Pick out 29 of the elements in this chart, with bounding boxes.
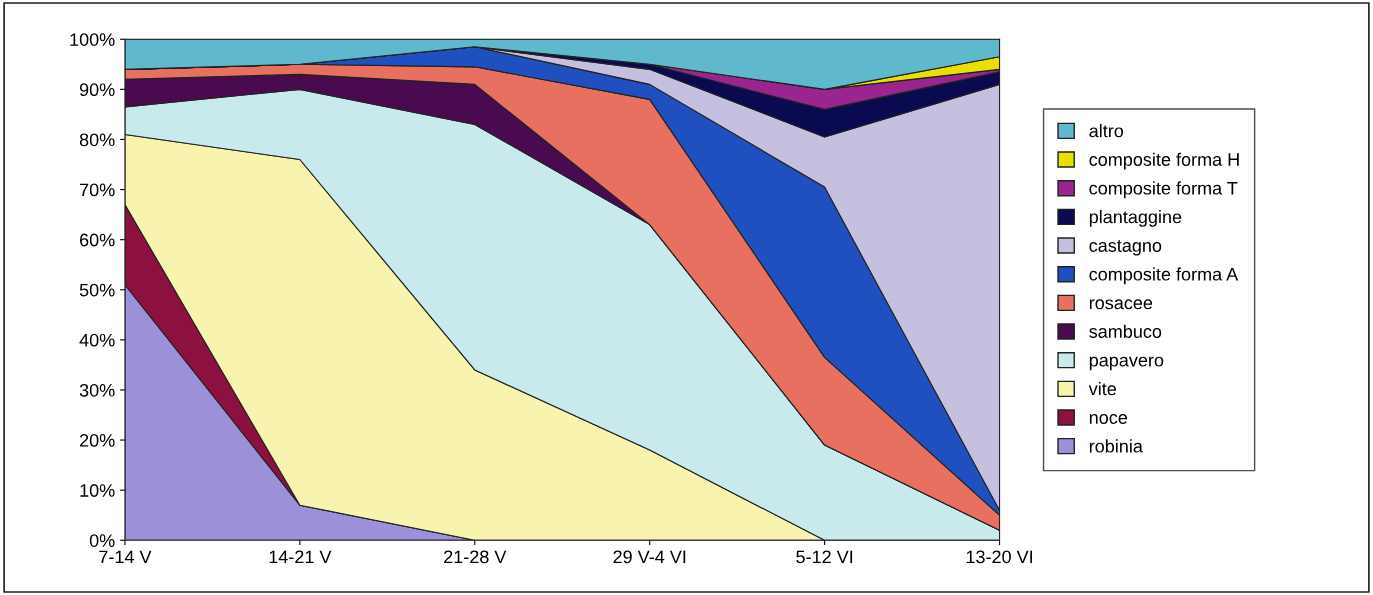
x-tick-label: 7-14 V bbox=[99, 550, 152, 564]
y-tick-label: 0% bbox=[89, 534, 115, 547]
legend-label: composite forma T bbox=[1089, 181, 1238, 199]
x-tick-label: 13-20 VI bbox=[966, 550, 1033, 564]
y-tick-label: 40% bbox=[79, 333, 115, 347]
legend-label: vite bbox=[1088, 381, 1116, 396]
y-tick-label: 50% bbox=[79, 283, 115, 297]
y-tick-label: 10% bbox=[80, 484, 115, 497]
y-tick-label: 100% bbox=[70, 33, 115, 46]
x-tick-label: 14-21 V bbox=[269, 550, 332, 564]
legend-label: sambuco bbox=[1089, 324, 1162, 338]
x-tick-label: 21-28 V bbox=[444, 550, 507, 564]
y-tick-label: 80% bbox=[79, 133, 115, 147]
legend-label: plantaggine bbox=[1089, 210, 1182, 227]
x-tick-label: 5-12 VI bbox=[796, 550, 853, 564]
legend-label: noce bbox=[1089, 414, 1128, 424]
legend-label: altro bbox=[1089, 124, 1124, 138]
legend-label: composite forma H bbox=[1089, 152, 1239, 170]
legend-label: rosacee bbox=[1089, 299, 1153, 310]
y-tick-label: 20% bbox=[79, 434, 115, 447]
legend-label: castagno bbox=[1089, 240, 1162, 256]
y-tick-label: 90% bbox=[79, 83, 115, 97]
legend-label: papavero bbox=[1089, 356, 1164, 371]
y-tick-label: 60% bbox=[80, 233, 115, 247]
legend-label: composite forma A bbox=[1089, 267, 1239, 285]
x-tick-label: 29 V-4 VI bbox=[613, 550, 686, 564]
y-tick-label: 70% bbox=[80, 183, 115, 197]
legend-label: robinia bbox=[1089, 439, 1143, 453]
y-tick-label: 30% bbox=[79, 383, 115, 397]
